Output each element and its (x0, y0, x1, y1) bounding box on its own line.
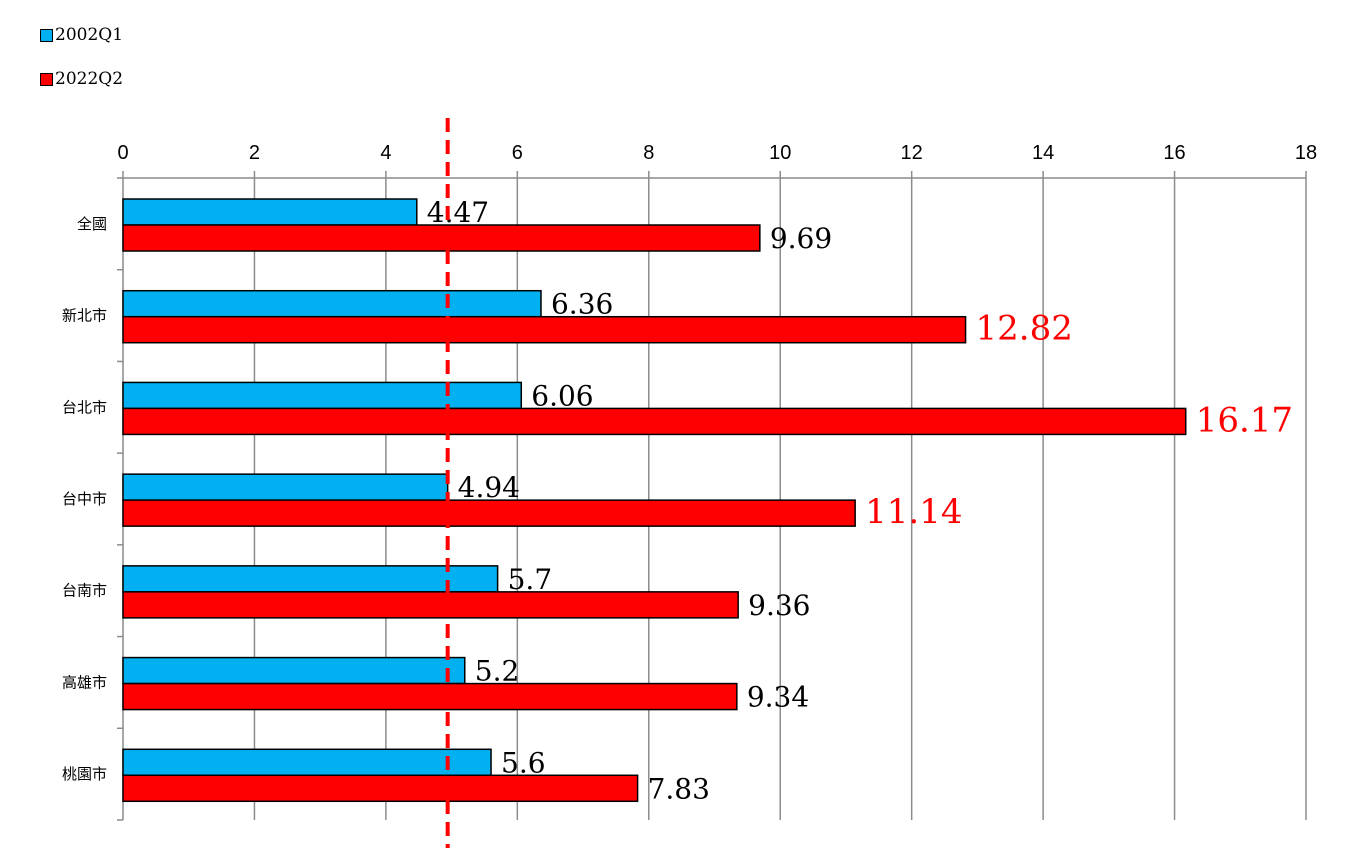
data-label: 4.47 (427, 196, 489, 229)
x-tick-label: 16 (1163, 142, 1185, 164)
bar-2022q2 (122, 407, 1187, 436)
data-label: 4.94 (458, 471, 520, 504)
x-tick-label: 18 (1295, 142, 1317, 164)
category-label: 台中市 (62, 490, 107, 508)
data-label: 6.06 (531, 379, 593, 412)
data-label: 12.82 (976, 309, 1073, 349)
x-tick-label: 6 (512, 142, 523, 164)
bar-2002q1 (122, 289, 542, 318)
x-tick-label: 0 (117, 142, 128, 164)
legend-swatch-2002q1 (40, 28, 53, 42)
bar-2002q1 (122, 656, 466, 685)
data-label: 6.36 (551, 288, 613, 321)
x-tick-label: 2 (249, 142, 260, 164)
legend-label-2002q1: 2002Q1 (55, 25, 124, 45)
bar-2022q2 (122, 315, 967, 344)
data-label: 11.14 (865, 492, 962, 532)
bar-2002q1 (122, 748, 492, 777)
data-label: 5.2 (475, 655, 520, 688)
x-tick-label: 14 (1032, 142, 1054, 164)
bar-2022q2 (122, 774, 639, 803)
legend-item-2002q1: 2002Q1 (40, 24, 123, 46)
category-label: 台北市 (62, 398, 107, 416)
data-label: 5.7 (508, 563, 553, 596)
category-label: 桃園市 (62, 765, 107, 783)
bar-2022q2 (122, 682, 738, 711)
x-tick-label: 10 (769, 142, 791, 164)
data-label: 16.17 (1196, 400, 1293, 440)
bar-2002q1 (122, 473, 449, 501)
category-label: 台南市 (62, 582, 107, 600)
bar-2022q2 (122, 224, 761, 252)
bar-2002q1 (122, 565, 499, 593)
x-tick-label: 4 (380, 142, 391, 164)
x-tick-label: 12 (901, 142, 923, 164)
x-tick-label: 8 (643, 142, 654, 164)
category-label: 高雄市 (62, 673, 107, 691)
data-label: 9.34 (747, 681, 809, 714)
legend: 2002Q1 2022Q2 (40, 24, 123, 112)
legend-item-2022q2: 2022Q2 (40, 68, 123, 90)
legend-swatch-2022q2 (40, 72, 53, 86)
bar-2002q1 (122, 381, 523, 410)
bar-2022q2 (122, 591, 739, 619)
legend-label-2022q2: 2022Q2 (55, 69, 124, 89)
bar-2002q1 (122, 198, 418, 226)
category-label: 全國 (77, 215, 107, 233)
bar-2022q2 (122, 499, 856, 527)
category-label: 新北市 (62, 307, 107, 325)
data-label: 5.6 (501, 746, 546, 779)
data-label: 9.36 (748, 589, 810, 622)
data-label: 7.83 (648, 772, 710, 805)
data-label: 9.69 (770, 222, 832, 255)
